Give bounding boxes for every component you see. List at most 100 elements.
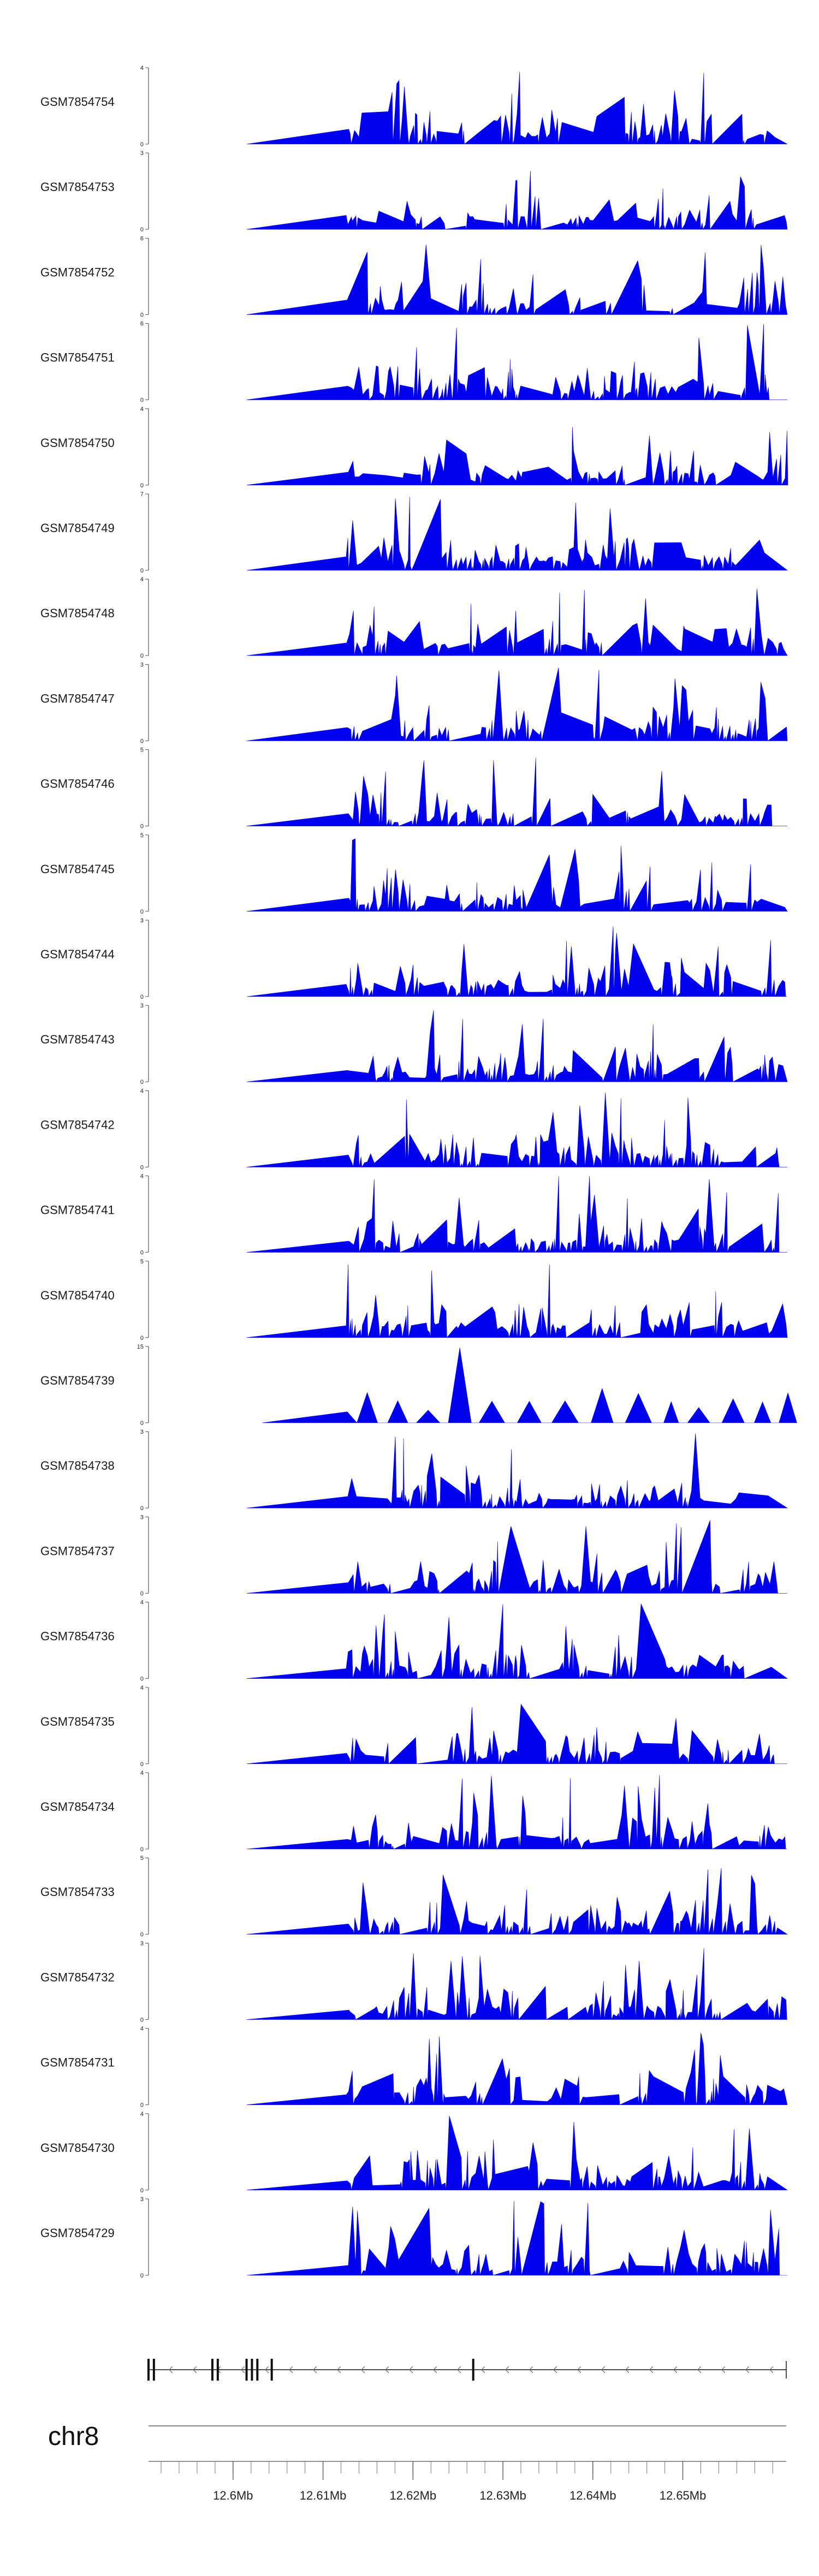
track-GSM7854734: GSM7854734 4 0	[40, 1770, 787, 1853]
strand-chevron	[721, 2366, 726, 2374]
track-label: GSM7854744	[40, 947, 115, 961]
y-tick-label: 0	[140, 2017, 144, 2023]
y-tick-label: 3	[140, 661, 144, 668]
gene-exon	[147, 2359, 150, 2381]
x-tick-label: 12.64Mb	[569, 2489, 616, 2502]
y-tick-label: 0	[140, 1079, 144, 1086]
track-label: GSM7854735	[40, 1715, 115, 1728]
track-label: GSM7854748	[40, 606, 115, 620]
y-tick-label: 0	[140, 1590, 144, 1597]
signal-area	[246, 324, 787, 401]
track-GSM7854751: GSM7854751 6 0	[40, 321, 787, 404]
y-tick-label: 0	[140, 397, 144, 404]
track-GSM7854732: GSM7854732 3 0	[40, 1940, 787, 2023]
signal-area	[246, 2032, 788, 2106]
signal-area	[246, 427, 788, 486]
strand-chevron	[361, 2366, 365, 2374]
track-GSM7854733: GSM7854733 5 0	[40, 1855, 788, 1938]
track-GSM7854752: GSM7854752 6 0	[40, 235, 788, 318]
y-tick-label: 0	[140, 1505, 144, 1512]
y-tick-label: 3	[140, 2196, 144, 2203]
track-label: GSM7854753	[40, 180, 115, 194]
x-tick-label: 12.65Mb	[660, 2489, 707, 2502]
y-tick-label: 0	[140, 1420, 144, 1427]
track-label: GSM7854741	[40, 1203, 115, 1217]
track-label: GSM7854746	[40, 777, 115, 791]
strand-chevron	[745, 2366, 750, 2374]
track-GSM7854739: GSM7854739 15 0	[40, 1344, 797, 1427]
y-tick-label: 6	[140, 321, 144, 327]
y-tick-label: 0	[140, 1761, 144, 1768]
y-tick-label: 4	[140, 576, 144, 583]
signal-area	[246, 758, 787, 827]
signal-area	[262, 1347, 797, 1423]
y-tick-label: 0	[140, 1931, 144, 1938]
strand-chevron	[769, 2366, 774, 2374]
strand-chevron	[577, 2366, 581, 2374]
strand-chevron	[529, 2366, 533, 2374]
strand-chevron	[649, 2366, 654, 2374]
chromosome-ideogram: chr8	[48, 2422, 786, 2451]
track-label: GSM7854742	[40, 1118, 115, 1131]
y-tick-label: 0	[140, 994, 144, 1000]
gene-exon	[472, 2359, 474, 2381]
y-tick-label: 5	[140, 747, 144, 754]
strand-chevron	[409, 2366, 413, 2374]
y-tick-label: 0	[140, 568, 144, 574]
y-tick-label: 0	[140, 1164, 144, 1171]
gene-exon	[245, 2359, 248, 2381]
strand-chevron	[265, 2366, 269, 2374]
strand-chevron	[313, 2366, 317, 2374]
gene-exon	[270, 2359, 273, 2381]
y-tick-label: 0	[140, 1846, 144, 1853]
y-tick-label: 0	[140, 1250, 144, 1256]
y-tick-label: 0	[140, 2273, 144, 2279]
gene-exon	[211, 2359, 213, 2381]
gene-exon	[251, 2359, 253, 2381]
track-GSM7854735: GSM7854735 4 0	[40, 1685, 787, 1768]
signal-area	[246, 1868, 788, 1935]
y-tick-label: 0	[140, 1335, 144, 1341]
strand-chevron	[169, 2366, 173, 2374]
track-label: GSM7854737	[40, 1544, 115, 1558]
signal-area	[246, 497, 788, 571]
track-GSM7854744: GSM7854744 3 0	[40, 917, 787, 1000]
gene-model-track	[147, 2359, 787, 2381]
track-label: GSM7854752	[40, 265, 115, 279]
y-tick-label: 0	[140, 738, 144, 744]
signal-area	[246, 1264, 788, 1338]
track-GSM7854737: GSM7854737 3 0	[40, 1514, 787, 1597]
chromosome-label: chr8	[48, 2422, 99, 2451]
y-tick-label: 4	[140, 2026, 144, 2032]
y-tick-label: 0	[140, 1676, 144, 1683]
y-tick-label: 0	[140, 226, 144, 233]
y-tick-label: 4	[140, 2111, 144, 2118]
signal-area	[246, 926, 787, 998]
track-label: GSM7854738	[40, 1459, 115, 1472]
y-tick-label: 0	[140, 2187, 144, 2194]
track-GSM7854748: GSM7854748 4 0	[40, 576, 788, 659]
track-GSM7854749: GSM7854749 7 0	[40, 491, 788, 574]
signal-area	[246, 667, 788, 742]
track-GSM7854729: GSM7854729 3 0	[40, 2196, 787, 2279]
track-label: GSM7854751	[40, 351, 115, 365]
y-tick-label: 0	[140, 312, 144, 318]
track-GSM7854738: GSM7854738 3 0	[40, 1429, 788, 1512]
y-tick-label: 3	[140, 1940, 144, 1947]
track-GSM7854745: GSM7854745 5 0	[40, 832, 788, 915]
track-GSM7854731: GSM7854731 4 0	[40, 2026, 788, 2109]
track-label: GSM7854754	[40, 95, 115, 109]
y-tick-label: 5	[140, 1855, 144, 1862]
signal-area	[246, 1176, 787, 1253]
track-label: GSM7854734	[40, 1800, 115, 1814]
y-tick-label: 4	[140, 406, 144, 413]
strand-chevron	[697, 2366, 702, 2374]
track-GSM7854736: GSM7854736 4 0	[40, 1600, 788, 1683]
signal-area	[246, 1603, 788, 1679]
y-tick-label: 0	[140, 482, 144, 489]
strand-chevron	[337, 2366, 341, 2374]
y-tick-label: 3	[140, 1003, 144, 1009]
signal-area	[246, 1520, 787, 1594]
y-tick-label: 0	[140, 141, 144, 148]
signal-area	[246, 588, 788, 656]
